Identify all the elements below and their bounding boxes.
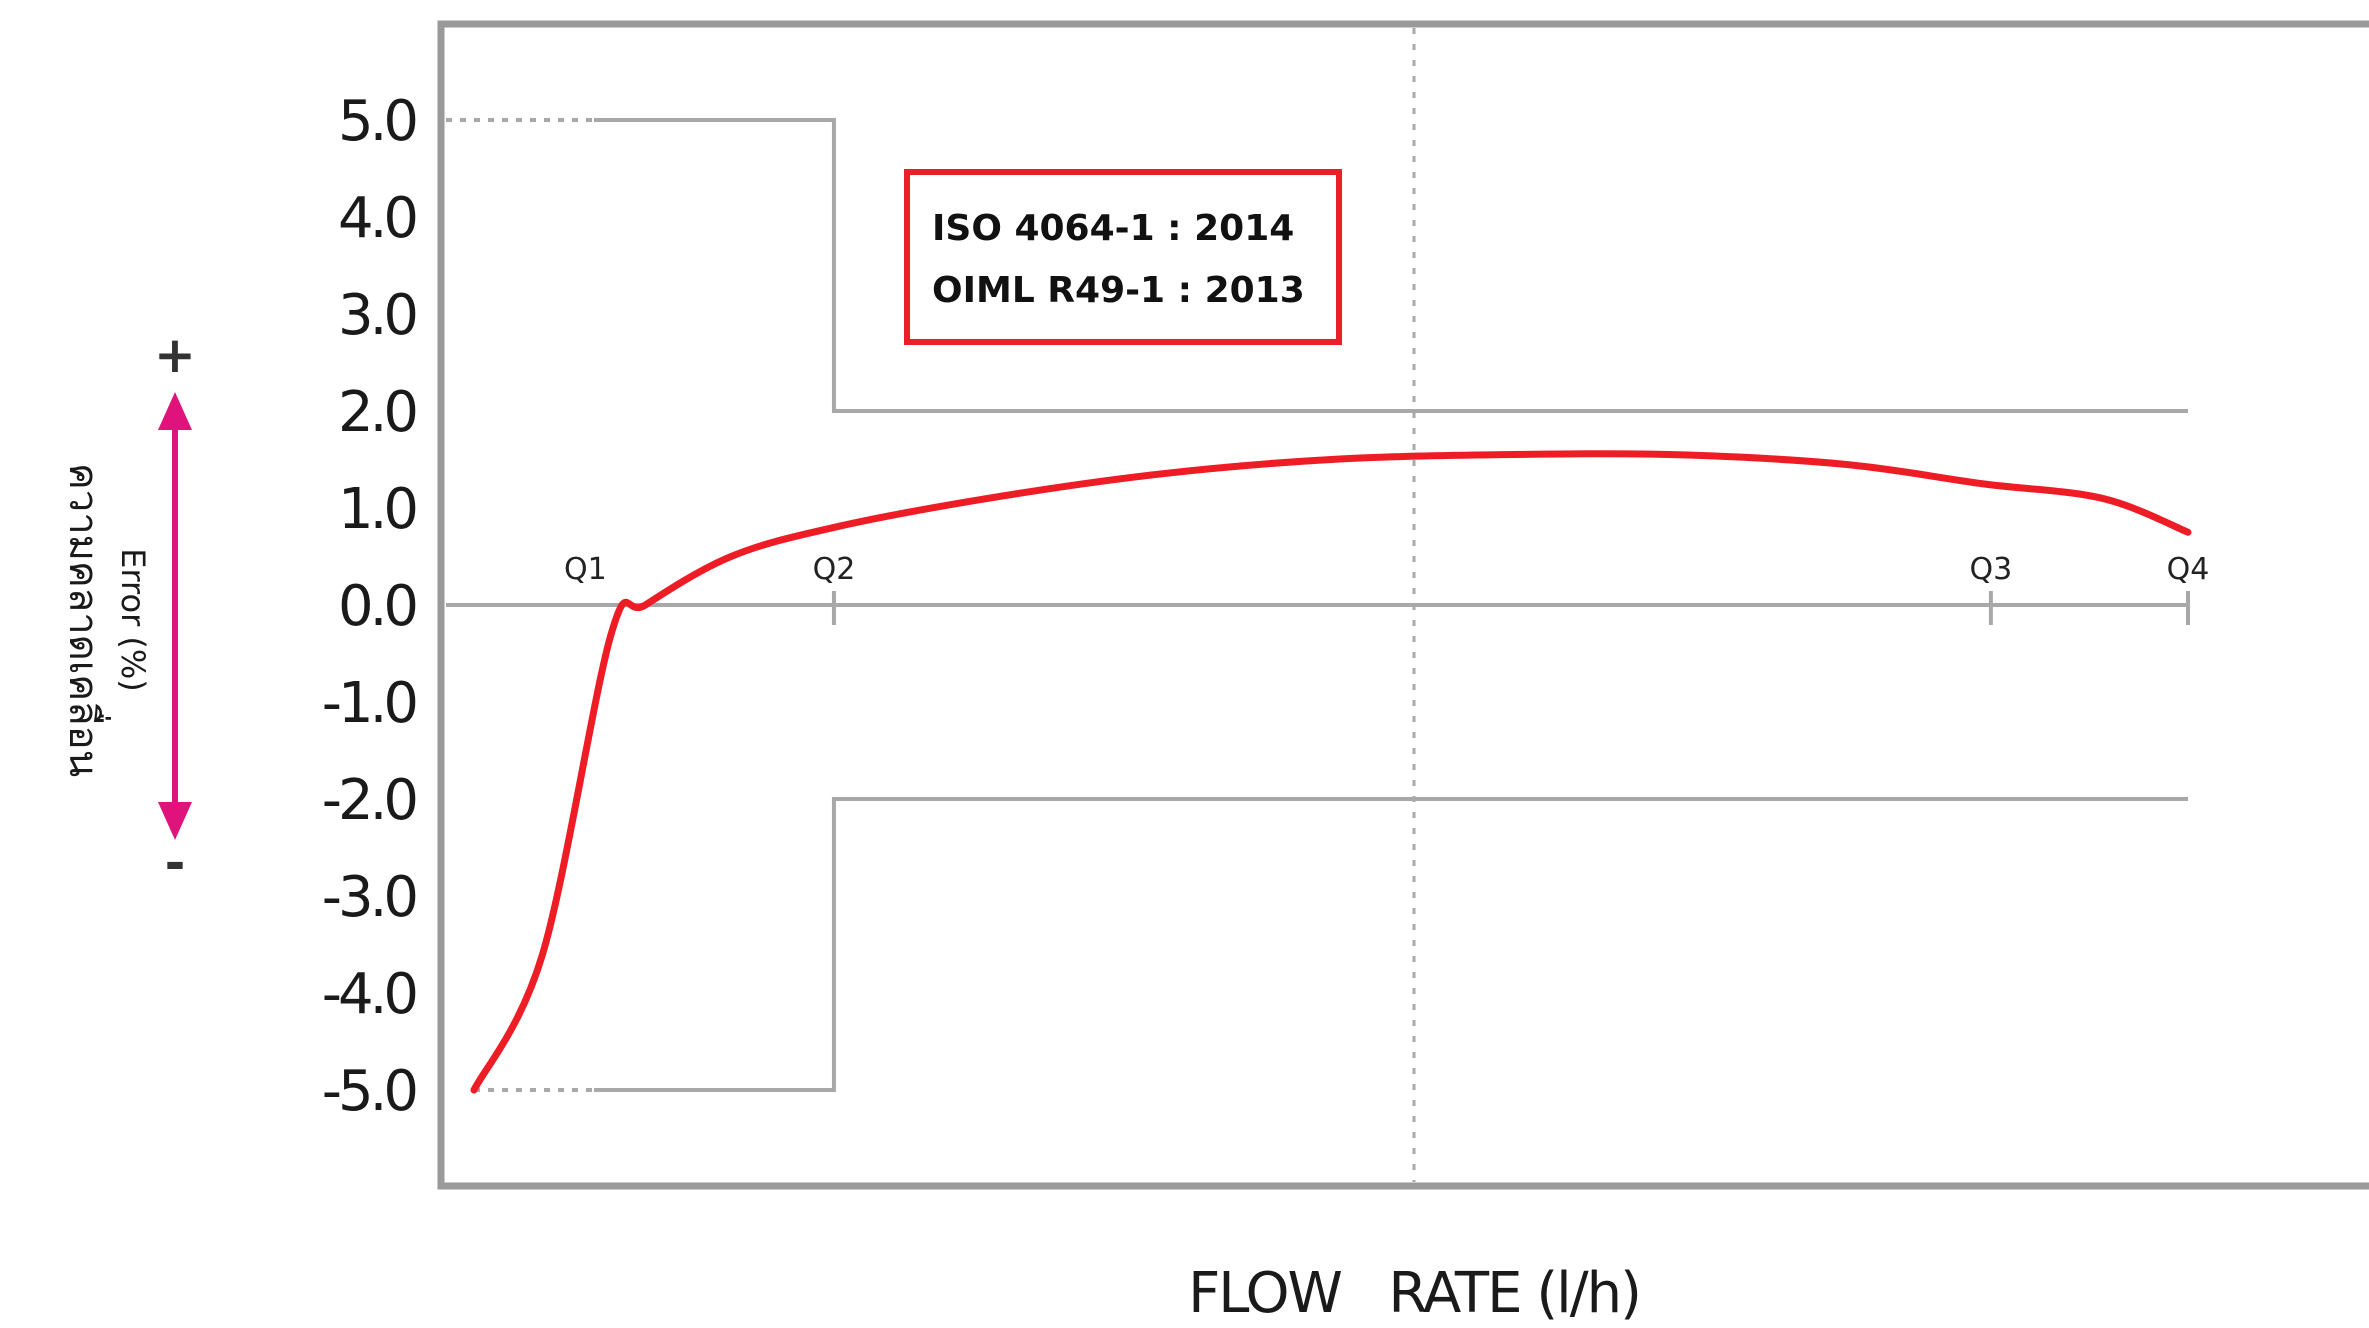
y-axis-label-thai: ความคลาดเคลื่อน: [60, 463, 111, 777]
y-tick-label: -2.0: [322, 768, 416, 833]
y-tick-label: 0.0: [338, 574, 415, 639]
y-axis-label-error: Error (%): [114, 548, 152, 692]
q-label-q3: Q3: [1970, 552, 2013, 587]
y-tick-label: -5.0: [322, 1059, 416, 1124]
q-labels: Q1 Q2 Q3 Q4: [564, 552, 2209, 587]
arrow-plus-sign: +: [154, 326, 196, 384]
mpe-lower-limit: [593, 797, 2188, 1092]
mpe-upper-limit: [593, 118, 2188, 413]
plot-frame: [437, 20, 2369, 1190]
q-tick-marks: [831, 591, 2190, 625]
y-tick-label: 1.0: [338, 477, 415, 542]
y-tick-label: 2.0: [338, 380, 415, 445]
y-tick-labels: 5.0 4.0 3.0 2.0 1.0 0.0 -1.0 -2.0 -3.0 -4.0 -5.0: [322, 89, 420, 1124]
y-tick-label: -4.0: [322, 962, 416, 1027]
y-tick-label: -1.0: [322, 671, 416, 736]
standard-iso: ISO 4064-1 : 2014: [932, 208, 1294, 249]
y-tick-label: -3.0: [322, 865, 416, 930]
y-tick-label: 3.0: [338, 283, 415, 348]
arrow-minus-sign: -: [165, 834, 186, 892]
error-range-arrow: + -: [154, 326, 196, 892]
q-label-q1: Q1: [564, 552, 607, 587]
arrow-head-up: [158, 392, 192, 430]
y-axis-label: ความคลาดเคลื่อน Error (%): [60, 463, 152, 777]
q-label-q2: Q2: [813, 552, 856, 587]
q-label-q4: Q4: [2167, 552, 2210, 587]
standards-box: ISO 4064-1 : 2014 OIML R49-1 : 2013: [904, 169, 1342, 345]
x-axis-label: FLOW RATE (l/h): [1188, 1261, 1640, 1326]
error-curve: [470, 450, 2192, 1094]
arrow-head-down: [158, 802, 192, 840]
y-tick-label: 5.0: [338, 89, 415, 154]
standards-box-border: [904, 169, 1342, 345]
y-tick-label: 4.0: [338, 186, 415, 251]
standard-oiml: OIML R49-1 : 2013: [932, 270, 1305, 311]
